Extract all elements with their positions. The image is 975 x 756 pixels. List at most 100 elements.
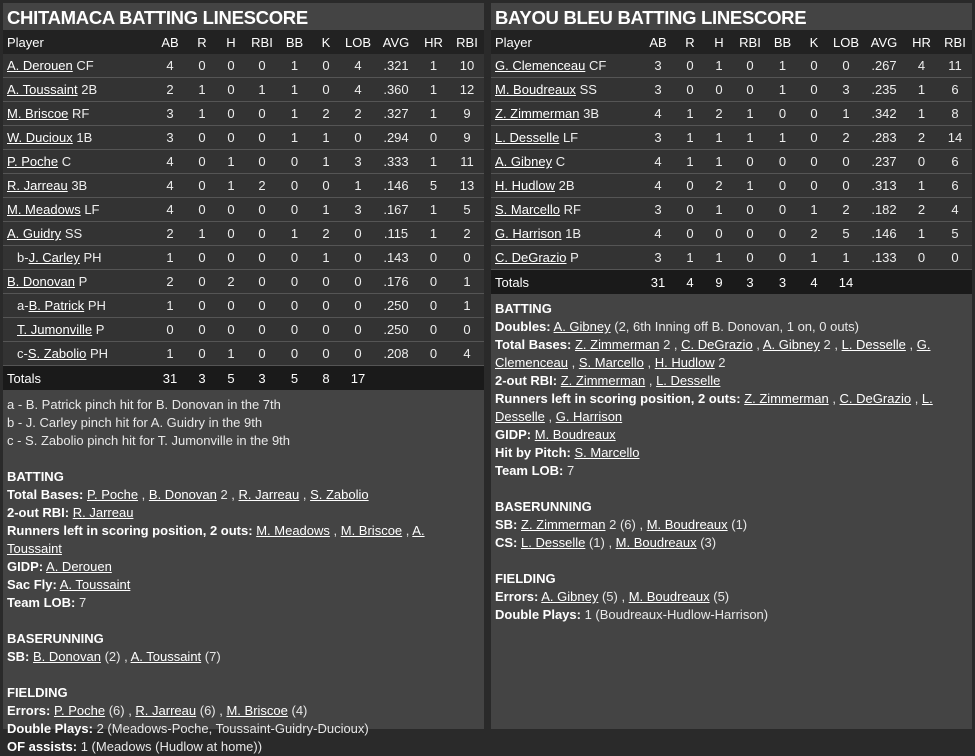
stat-lob: 2 [341,101,375,126]
stat-line: 2-out RBI: R. Jarreau [7,504,480,522]
player-link[interactable]: W. Ducioux [7,130,73,145]
total-hr [905,269,938,294]
stat-line: SB: Z. Zimmerman 2 (6) , M. Boudreaux (1… [495,516,968,534]
player-link[interactable]: R. Jarreau [7,178,68,193]
player-link[interactable]: G. Harrison [495,226,562,241]
player-link[interactable]: T. Jumonville [17,322,93,337]
player-link[interactable]: H. Hudlow [654,355,715,370]
player-link[interactable]: M. Boudreaux [628,589,710,604]
stat-rbi: 10 [450,54,484,78]
stat-hr: 0 [417,125,450,150]
player-link[interactable]: J. Carley [28,250,80,265]
player-position: PH [87,298,106,313]
footnotes: a - B. Patrick pinch hit for B. Donovan … [7,396,480,450]
player-link[interactable]: S. Zabolio [310,487,369,502]
stat-lob: 2 [829,125,863,150]
stat-rbi: 0 [246,245,278,270]
stat-rbi: 4 [938,197,972,222]
stat-k: 2 [311,221,341,246]
player-link[interactable]: Z. Zimmerman [521,517,606,532]
player-link[interactable]: A. Gibney [553,319,611,334]
player-link[interactable]: S. Marcello [574,445,640,460]
player-link[interactable]: B. Patrick [28,298,85,313]
panel-title: CHITAMACA BATTING LINESCORE [7,7,308,28]
stat-label: Team LOB: [495,463,564,478]
player-link[interactable]: C. DeGrazio [681,337,753,352]
player-link[interactable]: R. Jarreau [135,703,197,718]
player-link[interactable]: L. Desselle [495,391,933,424]
stat-k: 2 [799,221,829,246]
player-cell: a-B. Patrick PH [3,293,152,318]
stat-rbi: 14 [938,125,972,150]
stat-line: OF assists: 1 (Meadows (Hudlow at home)) [7,738,480,756]
player-link[interactable]: M. Briscoe [7,106,69,121]
player-link[interactable]: B. Donovan [7,274,75,289]
player-link[interactable]: M. Boudreaux [615,535,697,550]
player-link[interactable]: L. Desselle [495,130,560,145]
player-link[interactable]: M. Boudreaux [646,517,728,532]
stat-h: 0 [216,317,246,342]
column-header-r: R [188,30,216,54]
player-link[interactable]: A. Gibney [762,337,820,352]
player-link[interactable]: R. Jarreau [238,487,300,502]
player-link[interactable]: P. Poche [7,154,59,169]
player-link[interactable]: A. Toussaint [130,649,202,664]
stat-text: 2 , [216,487,239,502]
player-link[interactable]: Z. Zimmerman [744,391,829,406]
player-link[interactable]: L. Desselle [841,337,906,352]
player-link[interactable]: S. Marcello [495,202,561,217]
totals-row: Totals 31 3 5 3 5 8 17 [3,365,484,390]
stat-rbi: 1 [734,173,766,198]
stat-lob: 3 [341,197,375,222]
player-link[interactable]: A. Toussaint [7,523,425,556]
sub-prefix: a- [17,298,29,313]
stat-k: 0 [311,341,341,366]
player-link[interactable]: M. Briscoe [226,703,288,718]
player-link[interactable]: B. Donovan [148,487,217,502]
column-header-bb: BB [766,30,799,54]
stat-rbi: 0 [734,245,766,270]
player-link[interactable]: H. Hudlow [495,178,555,193]
player-link[interactable]: M. Boudreaux [495,82,576,97]
player-link[interactable]: M. Boudreaux [534,427,616,442]
stat-ab: 3 [640,197,676,222]
player-link[interactable]: A. Toussaint [59,577,131,592]
player-link[interactable]: G. Harrison [555,409,623,424]
player-link[interactable]: C. DeGrazio [495,250,567,265]
player-link[interactable]: C. DeGrazio [839,391,912,406]
player-link[interactable]: B. Donovan [33,649,101,664]
player-link[interactable]: A. Toussaint [7,82,78,97]
player-link[interactable]: Z. Zimmerman [495,106,580,121]
player-link[interactable]: A. Derouen [7,58,73,73]
player-link[interactable]: P. Poche [53,703,106,718]
stat-ab: 3 [152,125,188,150]
player-link[interactable]: L. Desselle [656,373,721,388]
player-link[interactable]: G. Clemenceau [495,58,586,73]
player-link[interactable]: M. Meadows [7,202,81,217]
stat-k: 0 [799,54,829,78]
player-link[interactable]: S. Marcello [578,355,644,370]
player-link[interactable]: Z. Zimmerman [574,337,660,352]
stat-r: 1 [676,245,704,270]
player-link[interactable]: A. Gibney [541,589,599,604]
player-link[interactable]: M. Briscoe [340,523,403,538]
column-header-ab: AB [640,30,676,54]
player-link[interactable]: Z. Zimmerman [560,373,646,388]
player-link[interactable]: R. Jarreau [72,505,134,520]
player-link[interactable]: P. Poche [86,487,139,502]
player-link[interactable]: A. Derouen [46,559,112,574]
total-ab: 31 [152,365,188,390]
stat-rbi: 0 [246,125,278,150]
player-position: CF [76,58,94,73]
player-link[interactable]: G. Clemenceau [495,337,931,370]
stat-text: (2) , [100,649,131,664]
player-position: RF [563,202,581,217]
player-link[interactable]: A. Guidry [7,226,62,241]
player-link[interactable]: S. Zabolio [27,346,87,361]
player-link[interactable]: L. Desselle [521,535,586,550]
player-link[interactable]: A. Gibney [495,154,553,169]
player-link[interactable]: M. Meadows [256,523,330,538]
stat-line: Doubles: A. Gibney (2, 6th Inning off B.… [495,318,968,336]
stat-rbi: 2 [246,173,278,198]
player-position: 3B [583,106,600,121]
